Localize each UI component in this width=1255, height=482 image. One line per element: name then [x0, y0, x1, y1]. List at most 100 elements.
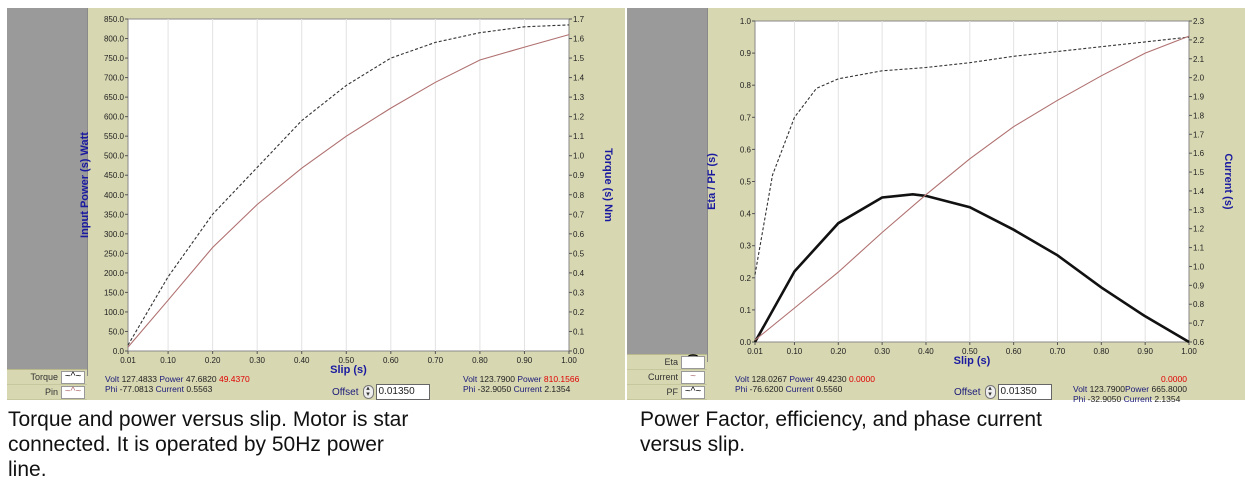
- offset-control: Offset ▴ ▾ 0.01350: [954, 384, 1052, 400]
- y2-tick-label: 1.2: [1193, 225, 1205, 234]
- offset-input[interactable]: 0.01350: [376, 384, 430, 400]
- y-tick-label: 0.5: [740, 178, 752, 187]
- y-tick-label: 850.0: [104, 15, 125, 24]
- legend-label: Eta: [664, 357, 678, 367]
- y2-tick-label: 1.5: [1193, 168, 1205, 177]
- y-tick-label: 300.0: [104, 230, 125, 239]
- y2-tick-label: 0.5: [573, 249, 585, 258]
- y2-tick-label: 0.4: [573, 269, 585, 278]
- y2-tick-label: 1.0: [1193, 262, 1205, 271]
- legend-right: Eta ⁀ Current ~ PF ~^~: [627, 354, 707, 400]
- y-tick-label: 100.0: [104, 308, 125, 317]
- y-tick-label: 500.0: [104, 152, 125, 161]
- solid-line-icon: ~: [681, 371, 705, 384]
- current-label: Current: [786, 384, 814, 394]
- y2-tick-label: 1.1: [1193, 244, 1205, 253]
- torque-power-chart: 0.01 0.10 0.20 0.30 0.40 0.50 0.60 0.70 0.80 0.90…: [7, 8, 625, 400]
- y2-tick-label: 2.2: [1193, 36, 1205, 45]
- y2-tick-label: 1.2: [573, 113, 585, 122]
- legend-label: Pin: [45, 387, 58, 397]
- legend-item-current[interactable]: Current ~: [627, 370, 707, 385]
- x-axis-title: Slip (s): [954, 355, 991, 367]
- y-tick-label: 50.0: [108, 327, 124, 336]
- volt-value: 128.0267: [752, 374, 787, 384]
- legend-item-pf[interactable]: PF ~^~: [627, 385, 707, 400]
- legend-item-eta[interactable]: Eta ⁀: [627, 355, 707, 370]
- y2-tick-label: 1.4: [573, 74, 585, 83]
- y-tick-label: 0.6: [740, 145, 752, 154]
- y-tick-label: 150.0: [104, 288, 125, 297]
- spinner-arrows-icon[interactable]: ▴ ▾: [985, 385, 996, 399]
- x-tick-label: 0.30: [874, 347, 890, 356]
- readout-measured: Volt 128.0267 Power 49.4230 0.0000 Phi -…: [735, 374, 875, 394]
- y-tick-label: 250.0: [104, 249, 125, 258]
- y2-tick-label: 2.1: [1193, 55, 1205, 64]
- volt-label: Volt: [1073, 384, 1087, 394]
- volt-label: Volt: [105, 374, 119, 384]
- y-tick-label: 200.0: [104, 269, 125, 278]
- plot-area: [755, 21, 1189, 342]
- current-value: 2.1354: [544, 384, 570, 394]
- power-label: Power: [517, 374, 541, 384]
- offset-input[interactable]: 0.01350: [998, 384, 1052, 400]
- y2-tick-label: 1.6: [1193, 149, 1205, 158]
- y2-tick-label: 0.7: [1193, 319, 1205, 328]
- y2-tick-label: 1.3: [1193, 206, 1205, 215]
- bold-line-icon: ⁀: [681, 356, 705, 369]
- power-value: 49.4230: [816, 374, 847, 384]
- y-axis-title: Eta / PF (s): [706, 153, 718, 210]
- phi-label: Phi: [735, 384, 747, 394]
- power-value: 47.6820: [186, 374, 217, 384]
- readout-reference: Volt 123.7900 Power 810.1566 Phi -32.905…: [463, 374, 579, 394]
- y2-tick-label: 1.5: [573, 54, 585, 63]
- y-tick-label: 0.8: [740, 81, 752, 90]
- x-tick-label: 1.00: [561, 356, 577, 365]
- y-tick-label: 550.0: [104, 132, 125, 141]
- current-label: Current: [156, 384, 184, 394]
- y2-tick-label: 2.3: [1193, 17, 1205, 26]
- dashed-line-icon: ~^~: [61, 371, 85, 384]
- phi-value: -32.9050: [478, 384, 512, 394]
- phi-label: Phi: [105, 384, 117, 394]
- pf-efficiency-chart: 0.01 0.10 0.20 0.30 0.40 0.50 0.60 0.70 0.80 0.90…: [627, 8, 1245, 400]
- y2-tick-label: 0.2: [573, 308, 585, 317]
- y2-tick-label: 1.6: [573, 35, 585, 44]
- x-axis-title: Slip (s): [330, 364, 367, 376]
- volt-label: Volt: [463, 374, 477, 384]
- y-tick-label: 0.4: [740, 210, 752, 219]
- volt-label: Volt: [735, 374, 749, 384]
- spinner-arrows-icon[interactable]: ▴ ▾: [363, 385, 374, 399]
- x-tick-label: 0.10: [160, 356, 176, 365]
- power-value: 665.8000: [1151, 384, 1186, 394]
- y-tick-label: 0.1: [740, 306, 752, 315]
- legend-left: Torque ~^~ Pin ~^~: [7, 369, 87, 400]
- solid-line-icon: ~^~: [61, 386, 85, 399]
- y-tick-label: 0.2: [740, 274, 752, 283]
- x-tick-label: 0.60: [1006, 347, 1022, 356]
- y-tick-label: 1.0: [740, 17, 752, 26]
- y2-tick-label: 1.1: [573, 132, 585, 141]
- readout-reference: 0.0000 Volt 123.7900Power 665.8000 Phi -…: [1073, 374, 1187, 404]
- y2-tick-label: 2.0: [1193, 74, 1205, 83]
- y2-tick-label: 1.4: [1193, 187, 1205, 196]
- volt-value: 123.7900: [480, 374, 515, 384]
- legend-item-torque[interactable]: Torque ~^~: [7, 370, 87, 385]
- caption-right: Power Factor, efficiency, and phase curr…: [640, 407, 1080, 457]
- x-tick-label: 0.60: [383, 356, 399, 365]
- legend-item-pin[interactable]: Pin ~^~: [7, 385, 87, 400]
- y2-tick-label: 0.3: [573, 288, 585, 297]
- current-label: Current: [514, 384, 542, 394]
- y-tick-label: 0.0: [740, 338, 752, 347]
- power-red-value: 49.4370: [219, 374, 250, 384]
- torque-power-panel: 0.01 0.10 0.20 0.30 0.40 0.50 0.60 0.70 0.80 0.90…: [7, 8, 625, 400]
- x-tick-label: 1.00: [1181, 347, 1197, 356]
- volt-value: 127.4833: [122, 374, 157, 384]
- y-axis-title: Input Power (s) Watt: [79, 132, 91, 238]
- power-label: Power: [789, 374, 813, 384]
- phi-value: -32.9050: [1088, 394, 1122, 404]
- x-tick-label: 0.40: [294, 356, 310, 365]
- y2-tick-label: 0.0: [573, 347, 585, 356]
- y-tick-label: 750.0: [104, 54, 125, 63]
- x-tick-label: 0.10: [787, 347, 803, 356]
- power-label: Power: [159, 374, 183, 384]
